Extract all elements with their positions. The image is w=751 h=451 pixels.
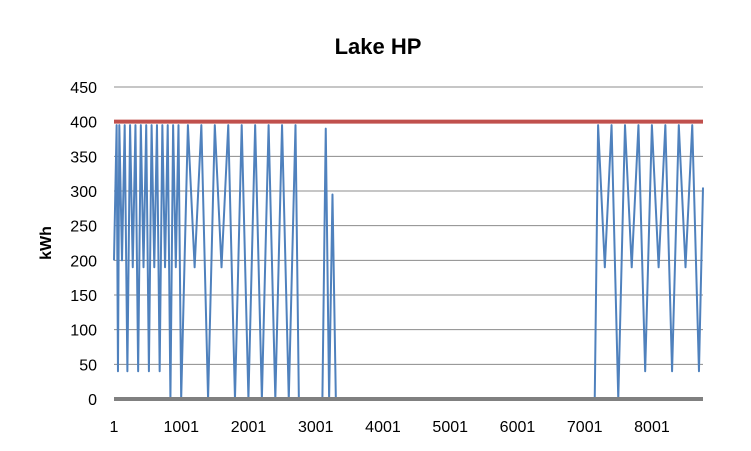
y-tick-label: 450: [70, 80, 97, 97]
x-tick-label: 6001: [500, 419, 536, 436]
x-tick-label: 5001: [432, 419, 468, 436]
y-tick-label: 400: [70, 115, 97, 132]
x-tick-label: 2001: [231, 419, 267, 436]
x-axis-ticks: 1 1001 2001 3001 4001 5001 6001 7001 8001: [110, 419, 670, 436]
x-tick-label: 8001: [634, 419, 670, 436]
x-tick-label: 4001: [365, 419, 401, 436]
y-tick-label: 100: [70, 323, 97, 340]
x-tick-label: 7001: [567, 419, 603, 436]
y-tick-label: 50: [79, 357, 97, 374]
y-tick-label: 300: [70, 184, 97, 201]
y-axis-ticks: 0 50 100 150 200 250 300 350 400 450: [70, 80, 97, 409]
series-layer: [113, 119, 704, 401]
x-tick-label: 3001: [298, 419, 334, 436]
y-tick-label: 150: [70, 288, 97, 305]
x-tick-label: 1: [110, 419, 119, 436]
y-tick-label: 0: [88, 392, 97, 409]
y-tick-label: 200: [70, 253, 97, 270]
series-line-0: [113, 124, 704, 400]
y-axis-label: kWh: [38, 226, 55, 260]
x-tick-label: 1001: [163, 419, 199, 436]
chart-title: Lake HP: [335, 34, 422, 59]
y-tick-label: 250: [70, 219, 97, 236]
y-tick-label: 350: [70, 149, 97, 166]
